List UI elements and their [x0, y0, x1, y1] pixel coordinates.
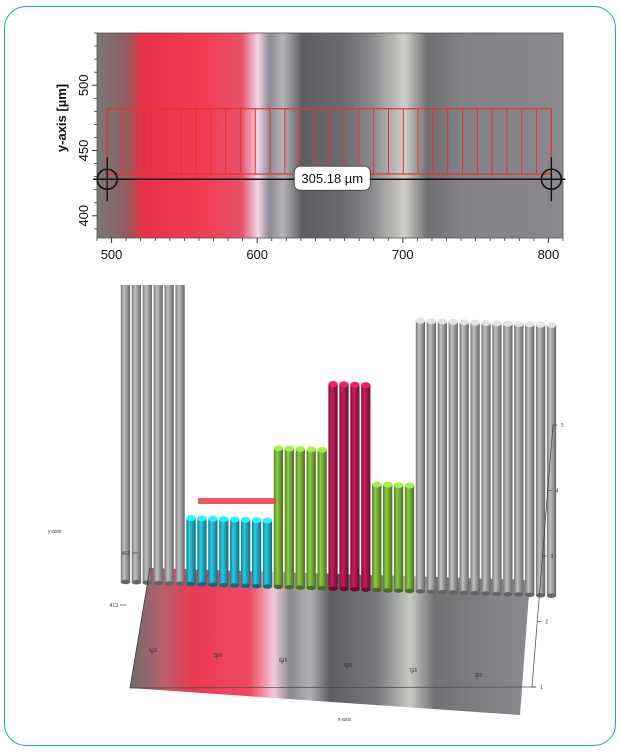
bar-cylinder — [503, 320, 513, 597]
bar-cylinder — [339, 381, 349, 592]
x-tick-label: 716 — [409, 668, 418, 674]
bar-cylinder — [230, 516, 240, 588]
x-tick-label: 566 — [214, 653, 223, 659]
bar-cylinder — [426, 318, 437, 594]
z-tick-label: 5 — [561, 423, 564, 429]
bar-cylinder — [448, 318, 458, 595]
bar-cylinder — [175, 285, 185, 586]
bar-cylinder — [317, 446, 327, 591]
x-tick-label: 666 — [344, 663, 353, 669]
y-tick-label: 400 — [76, 205, 91, 227]
bar-cylinder — [470, 319, 480, 596]
x-axis-title: x-axis — [338, 717, 352, 723]
bar-cylinder — [120, 285, 131, 585]
measurement-end-handle[interactable] — [537, 157, 566, 202]
bar-cylinder — [251, 517, 262, 589]
bar-cylinder — [481, 319, 491, 596]
y-tick-label: 500 — [76, 74, 91, 96]
bar-cylinder — [525, 321, 535, 598]
bar-cylinder — [328, 381, 338, 591]
bar-cylinder — [361, 382, 371, 592]
y-tick-label: 463 — [122, 551, 131, 557]
bar-cylinder — [164, 285, 174, 586]
microscope-image — [97, 33, 563, 238]
bar-cylinder — [459, 319, 469, 596]
bar-cylinder — [535, 321, 546, 598]
measurement-label-box — [293, 165, 371, 191]
bar-cylinder — [437, 318, 447, 595]
figure-frame — [4, 6, 616, 746]
z-tick-label: 4 — [556, 489, 559, 495]
y-axis-label: y-axis [µm] — [54, 84, 69, 152]
bar-cylinder — [350, 381, 360, 592]
x-tick-label: 616 — [279, 658, 288, 664]
z-tick-label: 2 — [545, 620, 548, 626]
bar-cylinder — [514, 321, 524, 597]
bar-cylinder — [306, 446, 316, 591]
bar-cylinder — [383, 481, 393, 593]
x-tick-label: 600 — [246, 247, 268, 262]
y-tick-label: 450 — [76, 140, 91, 162]
x-tick-label: 516 — [149, 648, 158, 654]
bar-cylinder — [240, 516, 251, 589]
bar-cylinder — [262, 517, 273, 589]
floor-image — [130, 568, 530, 715]
bar-cylinder — [219, 516, 229, 588]
z-axis-title: y-axis — [48, 529, 62, 535]
bar-cylinder — [492, 320, 502, 597]
bar3d-plot: 1 2 3 4 5 516 566 616 666 716 766 463 413 y-axis x-a… — [48, 285, 564, 723]
bar-cylinder — [546, 322, 557, 598]
bar-band — [198, 498, 276, 504]
z-tick-label: 3 — [551, 554, 554, 560]
bar-cylinder — [153, 285, 163, 586]
bar-cylinder — [284, 445, 294, 590]
x-axis-line — [129, 686, 537, 689]
bar-cylinder — [415, 317, 426, 594]
x-tick-label: 700 — [392, 247, 414, 262]
x-tick-label: 500 — [101, 247, 123, 262]
measurement-start-handle[interactable] — [93, 157, 122, 202]
x-tick-label: 800 — [538, 247, 560, 262]
floor-edge — [129, 567, 151, 689]
bar-cylinder — [404, 482, 415, 594]
z-tick-label: 1 — [540, 685, 543, 691]
bar-cylinder — [131, 285, 142, 585]
y-tick-label: 413 — [110, 603, 119, 609]
bar-cylinder — [273, 445, 284, 590]
bar-cylinder — [372, 481, 382, 593]
bar-cylinder — [142, 285, 152, 585]
bar-cylinder — [197, 515, 207, 587]
microscope-image-plot: 500 600 700 800 400 450 500 305.18 µm y-axis [… — [54, 32, 566, 262]
bar-cylinder — [295, 446, 305, 590]
bar-cylinder — [208, 515, 218, 587]
bar-cylinder — [393, 482, 404, 593]
bar-cylinder — [186, 515, 196, 587]
measurement-label: 305.18 µm — [301, 171, 363, 186]
x-tick-label: 766 — [474, 673, 483, 679]
